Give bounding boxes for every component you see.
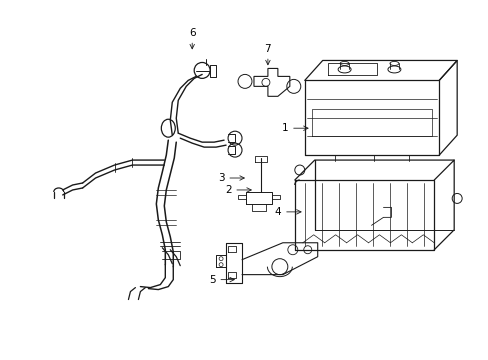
Text: 1: 1	[281, 123, 307, 133]
Text: 4: 4	[274, 207, 301, 217]
Text: 3: 3	[217, 173, 244, 183]
Text: 2: 2	[224, 185, 251, 195]
Text: 5: 5	[208, 275, 234, 285]
Text: 7: 7	[264, 44, 271, 65]
Text: 6: 6	[188, 28, 195, 49]
